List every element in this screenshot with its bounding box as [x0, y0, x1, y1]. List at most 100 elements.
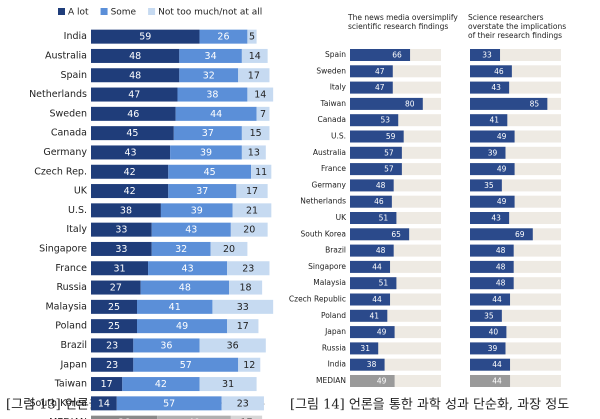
legend-swatch	[58, 8, 65, 15]
panel-title: Science researchers overstate the implica…	[468, 13, 566, 40]
value-label: 41	[370, 311, 380, 320]
value-label: 36	[118, 418, 130, 419]
value-label: 27	[110, 283, 122, 294]
bar	[350, 130, 404, 143]
value-label: 43	[491, 214, 501, 223]
category-label: Taiwan	[54, 379, 87, 390]
value-label: 43	[491, 83, 501, 92]
category-label: Netherlands	[29, 89, 87, 100]
bar-segment	[247, 87, 274, 102]
bar-segment	[91, 357, 134, 372]
bar	[350, 65, 393, 78]
value-label: 23	[237, 398, 249, 409]
value-label: 85	[530, 99, 540, 108]
value-label: 47	[128, 90, 140, 101]
value-label: 20	[223, 244, 235, 255]
category-label: Canada	[317, 115, 346, 124]
value-label: 17	[248, 70, 260, 81]
bar	[470, 130, 515, 143]
value-label: 59	[386, 132, 396, 141]
value-label: 20	[243, 225, 255, 236]
bar	[470, 163, 515, 176]
bar-segment	[199, 29, 248, 44]
value-label: 31	[222, 379, 234, 390]
category-label: Brazil	[325, 246, 346, 255]
bar-segment	[91, 241, 152, 256]
bar	[470, 342, 506, 355]
value-label: 46	[127, 109, 139, 120]
bar-segment	[148, 261, 228, 276]
bar-segment	[151, 241, 211, 256]
value-label: 65	[391, 230, 401, 239]
value-label: 51	[379, 214, 389, 223]
category-label: Poland	[321, 311, 346, 320]
bar-segment	[227, 319, 259, 334]
value-label: 57	[180, 360, 192, 371]
bar-segment	[91, 68, 180, 83]
value-label: 44	[492, 377, 502, 386]
value-label: 23	[242, 263, 254, 274]
bar	[350, 293, 391, 306]
bar	[470, 358, 511, 371]
value-label: 48	[496, 262, 506, 271]
value-label: 39	[488, 344, 498, 353]
category-label: UK	[74, 186, 88, 197]
bar-segment	[91, 415, 158, 419]
legend-label: Not too much/not at all	[158, 8, 262, 18]
value-label: 57	[163, 398, 175, 409]
value-label: 59	[139, 32, 151, 43]
value-label: 48	[496, 279, 506, 288]
bar	[470, 146, 506, 159]
value-label: 31	[113, 263, 125, 274]
bar-segment	[151, 222, 231, 237]
value-label: 46	[494, 67, 504, 76]
category-label: Italy	[66, 224, 87, 235]
value-label: 34	[205, 51, 217, 62]
value-label: 51	[379, 279, 389, 288]
value-label: 32	[175, 244, 187, 255]
bar	[350, 309, 388, 322]
bar-segment	[91, 222, 152, 237]
value-label: 48	[129, 51, 141, 62]
value-label: 44	[372, 262, 382, 271]
bar-segment	[199, 377, 257, 392]
bar-segment	[91, 299, 137, 314]
category-label: Australia	[313, 148, 346, 157]
value-label: 48	[179, 283, 191, 294]
value-label: 66	[392, 51, 402, 60]
value-label: 57	[384, 148, 394, 157]
value-label: 40	[489, 328, 499, 337]
category-label: Czech Republic	[289, 295, 346, 304]
category-label: Malaysia	[313, 278, 346, 287]
bar-segment	[230, 415, 263, 419]
bar-segment	[247, 29, 257, 44]
bar-segment	[91, 184, 169, 199]
value-label: 33	[115, 225, 127, 236]
bar-segment	[116, 396, 222, 411]
value-label: 45	[204, 167, 216, 178]
value-label: 7	[260, 109, 266, 120]
value-label: 42	[155, 379, 167, 390]
panel-title: The news media oversimplify scientific re…	[347, 13, 458, 31]
category-label: Spain	[325, 50, 346, 59]
bar-segment	[179, 48, 242, 63]
bar	[470, 244, 514, 257]
bar	[470, 326, 507, 339]
category-label: Japan	[324, 327, 346, 336]
category-label: India	[328, 360, 346, 369]
bar-segment	[227, 261, 270, 276]
value-label: 49	[497, 132, 507, 141]
legend-label: A lot	[68, 8, 89, 18]
bar-segment	[241, 126, 270, 141]
bar-segment	[177, 87, 248, 102]
value-label: 35	[484, 311, 494, 320]
value-label: 32	[203, 70, 215, 81]
bar	[350, 146, 402, 159]
bar-segment	[91, 87, 178, 102]
bar	[470, 228, 533, 241]
category-label: Czech Rep.	[34, 166, 87, 177]
value-label: 44	[492, 360, 502, 369]
value-label: 42	[124, 186, 136, 197]
bar-segment	[91, 126, 174, 141]
